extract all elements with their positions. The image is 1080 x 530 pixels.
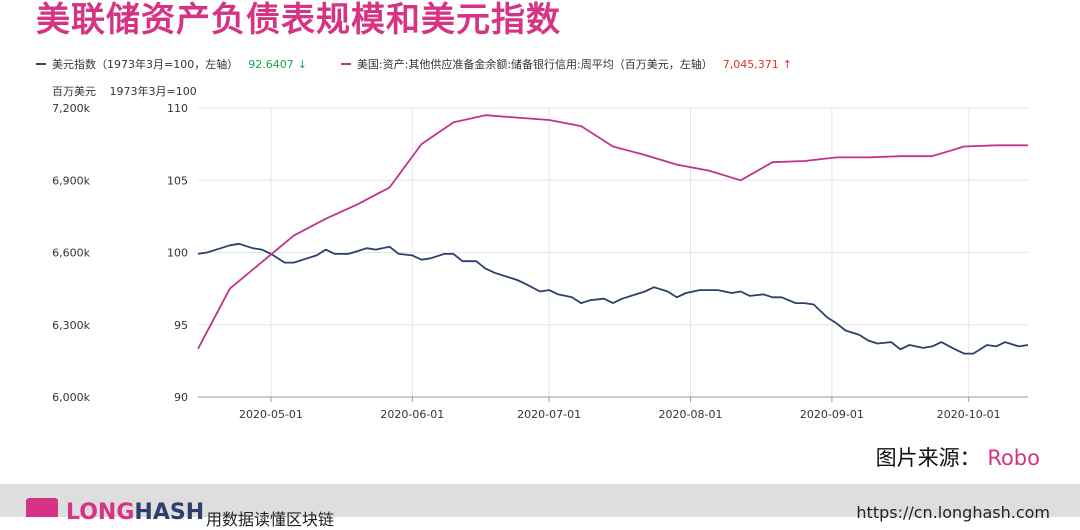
axis-units: 百万美元 1973年3月=100	[52, 83, 207, 99]
x-tick-label: 2020-09-01	[800, 408, 864, 421]
series-line-fed-reserve	[197, 114, 1028, 350]
footer-bar: LONGHASH 用数据读懂区块链 https://cn.longhash.co…	[0, 484, 1080, 529]
chart-title: 美联储资产负债表规模和美元指数	[36, 0, 561, 40]
y-tick-left: 6,600k	[52, 247, 90, 260]
legend-swatch-magenta	[340, 63, 351, 65]
y-tick-left: 6,300k	[52, 319, 90, 332]
y-tick-right: 90	[174, 391, 188, 404]
longhash-logo-icon	[26, 498, 58, 517]
source-name: Robo	[987, 446, 1040, 470]
source-prefix: 图片来源：	[875, 446, 981, 470]
x-tick-label: 2020-10-01	[937, 408, 1001, 421]
legend-value-dxy: 92.6407	[248, 57, 294, 71]
footer-url[interactable]: https://cn.longhash.com	[856, 503, 1050, 522]
x-tick-label: 2020-07-01	[517, 408, 581, 421]
footer-logo: LONGHASH	[66, 502, 204, 524]
y-tick-right: 100	[167, 247, 188, 260]
x-tick-label: 2020-05-01	[239, 408, 303, 421]
left-axis-unit: 百万美元	[52, 85, 96, 98]
y-tick-right: 95	[174, 319, 188, 332]
x-tick-label: 2020-08-01	[659, 408, 723, 421]
legend-label-dxy: 美元指数（1973年3月=100，左轴）	[52, 58, 239, 71]
y-tick-left: 7,200k	[52, 102, 90, 115]
line-chart: 6,000k 90 6,300k 95 6,600k 100 6,900k 105 7,200k…	[52, 102, 1029, 421]
y-tick-left: 6,900k	[52, 174, 90, 187]
x-tick-label: 2020-06-01	[380, 408, 444, 421]
logo-part-hash: HASH	[134, 500, 205, 525]
legend-value-reserve: 7,045,371	[722, 57, 779, 71]
y-tick-right: 110	[167, 102, 188, 115]
y-tick-left: 6,000k	[52, 391, 90, 404]
footer-slogan: 用数据读懂区块链	[206, 510, 335, 529]
legend-label-reserve: 美国:资产:其他供应准备金余额:储备银行信用:周平均（百万美元，左轴）	[356, 58, 713, 71]
chart-legend: 美元指数（1973年3月=100，左轴） 92.6407 ↓ 美国:资产:其他供…	[36, 56, 792, 72]
up-arrow-icon: ↑	[782, 57, 792, 71]
image-source: 图片来源： Robo	[876, 442, 1040, 472]
y-tick-right: 105	[167, 174, 188, 187]
series-line-dollar-index	[197, 242, 1029, 355]
right-axis-unit: 1973年3月=100	[109, 85, 197, 98]
legend-swatch-blue	[36, 63, 46, 65]
down-arrow-icon: ↓	[297, 57, 307, 71]
logo-part-long: LONG	[66, 500, 135, 525]
